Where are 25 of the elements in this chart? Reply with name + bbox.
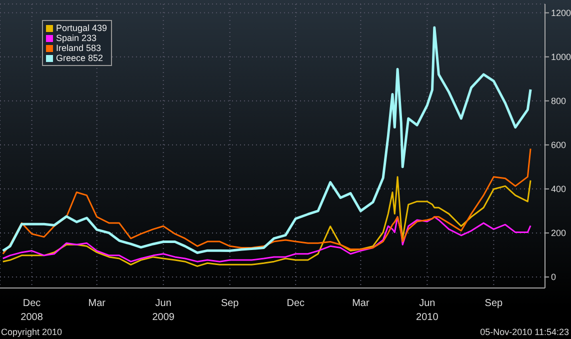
legend-label: Ireland 583 (56, 43, 102, 53)
y-tick-label: 600 (551, 140, 566, 150)
x-tick-label: Mar (88, 298, 106, 309)
text: Copyright 2010 (1, 327, 62, 337)
legend-label: Greece 852 (56, 53, 104, 63)
text: 05-Nov-2010 11:54:23 (480, 327, 569, 337)
y-tick-label: 200 (551, 228, 566, 238)
x-tick-label: Sep (220, 298, 240, 309)
line-series (2, 176, 532, 267)
legend-label: Spain 233 (56, 33, 97, 43)
y-tick-label: 1200 (551, 8, 571, 18)
x-tick-label: Jun 2009 (152, 298, 175, 323)
y-tick-label: 800 (551, 96, 566, 106)
legend-label: Portugal 439 (56, 23, 108, 33)
y-tick-label: 400 (551, 184, 566, 194)
x-tick-label: Jun 2010 (416, 298, 439, 323)
x-tick-label: Dec 2008 (20, 298, 44, 323)
line-series (2, 216, 532, 262)
x-tick-label: Dec (286, 298, 305, 309)
line-series (2, 26, 532, 254)
y-tick-label: 1000 (551, 52, 571, 62)
x-tick-label: Mar (352, 298, 370, 309)
y-tick-label: 0 (551, 272, 556, 282)
x-tick-label: Sep (484, 298, 504, 309)
line-series (2, 148, 532, 255)
